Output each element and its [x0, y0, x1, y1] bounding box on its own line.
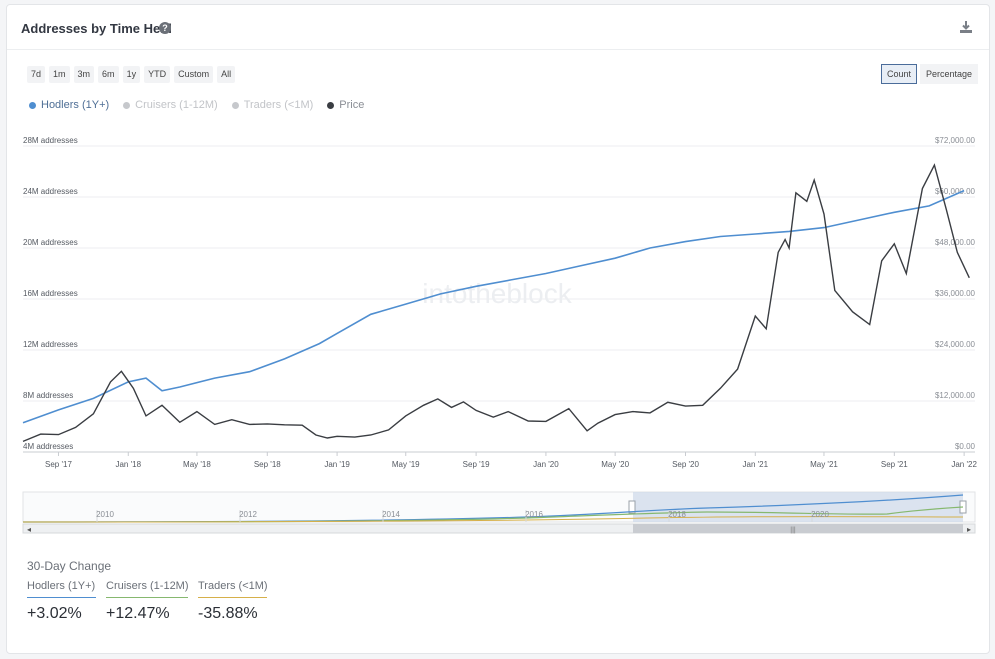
- x-tick-label: Sep '17: [45, 460, 72, 469]
- x-tick-label: Jan '22: [951, 460, 977, 469]
- legend-item-traders[interactable]: Traders (<1M): [231, 99, 314, 111]
- chart-card: Addresses by Time Held ? 7d 1m 3m 6m 1y …: [6, 4, 990, 654]
- x-tick-label: Sep '20: [672, 460, 699, 469]
- chart-legend: Hodlers (1Y+) Cruisers (1-12M) Traders (…: [29, 99, 364, 111]
- navigator-traders-line: [22, 516, 964, 523]
- scroll-right-icon[interactable]: ▸: [967, 525, 971, 534]
- change-value: +12.47%: [106, 605, 170, 622]
- navigator-scrollbar[interactable]: [22, 523, 976, 534]
- x-tick-label: Jan '20: [533, 460, 559, 469]
- navigator: 2010 2012 2014 2016 2018 2020 ◂ ▸ |||: [22, 491, 976, 534]
- navigator-left-handle[interactable]: [628, 500, 636, 514]
- x-tick-label: Sep '18: [254, 460, 281, 469]
- range-1m-button[interactable]: 1m: [49, 66, 70, 83]
- range-all-button[interactable]: All: [217, 66, 236, 83]
- download-icon[interactable]: [958, 19, 974, 35]
- x-tick-label: May '18: [183, 460, 211, 469]
- range-selector: 7d 1m 3m 6m 1y YTD Custom All: [27, 66, 236, 83]
- chart-title: Addresses by Time Held: [21, 21, 172, 36]
- navigator-tick-label: 2020: [811, 510, 829, 519]
- legend-dot-icon: [327, 101, 335, 109]
- x-tick-label: Jan '19: [324, 460, 350, 469]
- navigator-tick-label: 2014: [382, 510, 400, 519]
- header-divider: [7, 49, 989, 50]
- legend-label: Hodlers (1Y+): [41, 99, 110, 111]
- percentage-button[interactable]: Percentage: [920, 64, 979, 84]
- x-tick-label: May '20: [601, 460, 629, 469]
- count-button[interactable]: Count: [881, 64, 918, 84]
- y-right-tick-label: $24,000.00: [935, 340, 976, 349]
- range-ytd-button[interactable]: YTD: [144, 66, 171, 83]
- change-list: Hodlers (1Y+) +3.02% Cruisers (1-12M) +1…: [27, 580, 268, 623]
- x-tick-label: Jan '21: [743, 460, 769, 469]
- grid: [23, 145, 975, 453]
- range-1y-button[interactable]: 1y: [122, 66, 141, 83]
- help-icon[interactable]: ?: [159, 22, 171, 34]
- y-left-tick-label: 16M addresses: [23, 289, 78, 298]
- y-left-tick-label: 24M addresses: [23, 187, 78, 196]
- change-item-cruisers: Cruisers (1-12M) +12.47%: [106, 580, 189, 623]
- y-right-axis: $0.00$12,000.00$24,000.00$36,000.00$48,0…: [935, 136, 976, 451]
- x-tick-label: Sep '21: [881, 460, 908, 469]
- legend-dot-icon: [231, 101, 239, 109]
- legend-label: Cruisers (1-12M): [135, 99, 218, 111]
- mode-toggle: Count Percentage: [881, 64, 979, 84]
- y-right-tick-label: $36,000.00: [935, 289, 976, 298]
- legend-item-cruisers[interactable]: Cruisers (1-12M): [123, 99, 218, 111]
- change-item-hodlers: Hodlers (1Y+) +3.02%: [27, 580, 96, 623]
- y-left-tick-label: 12M addresses: [23, 340, 78, 349]
- navigator-tick-label: 2010: [96, 510, 114, 519]
- change-label: Traders (<1M): [198, 580, 268, 598]
- scrollbar-grip-icon[interactable]: |||: [790, 527, 796, 534]
- range-custom-button[interactable]: Custom: [174, 66, 214, 83]
- legend-item-price[interactable]: Price: [327, 99, 364, 111]
- y-right-tick-label: $72,000.00: [935, 136, 976, 145]
- y-right-tick-label: $0.00: [955, 442, 976, 451]
- x-tick-label: May '21: [810, 460, 838, 469]
- change-label: Hodlers (1Y+): [27, 580, 96, 598]
- x-tick-label: Sep '19: [463, 460, 490, 469]
- range-3m-button[interactable]: 3m: [73, 66, 95, 83]
- navigator-tick-label: 2018: [668, 510, 686, 519]
- y-right-tick-label: $60,000.00: [935, 187, 976, 196]
- change-value: +3.02%: [27, 605, 82, 622]
- y-left-tick-label: 28M addresses: [23, 136, 78, 145]
- change-title: 30-Day Change: [27, 559, 112, 573]
- y-left-tick-label: 4M addresses: [23, 442, 73, 451]
- legend-dot-icon: [29, 101, 36, 109]
- legend-label: Traders (<1M): [243, 99, 314, 111]
- x-tick-label: May '19: [392, 460, 420, 469]
- change-label: Cruisers (1-12M): [106, 580, 189, 598]
- y-left-tick-label: 8M addresses: [23, 391, 73, 400]
- change-value: -35.88%: [198, 605, 258, 622]
- navigator-scrollbar-thumb[interactable]: [633, 524, 963, 533]
- navigator-tick-label: 2016: [525, 510, 543, 519]
- y-right-tick-label: $12,000.00: [935, 391, 976, 400]
- y-left-axis: 4M addresses 8M addresses 12M addresses 16M…: [23, 136, 78, 451]
- y-left-tick-label: 20M addresses: [23, 238, 78, 247]
- legend-label: Price: [339, 99, 365, 111]
- x-axis: Sep '17 Jan '18 May '18 Sep '18 Jan '19 May '…: [45, 452, 977, 469]
- navigator-tick-label: 2012: [239, 510, 257, 519]
- scroll-left-icon[interactable]: ◂: [27, 525, 31, 534]
- change-item-traders: Traders (<1M) -35.88%: [198, 580, 268, 623]
- x-tick-label: Jan '18: [115, 460, 141, 469]
- range-6m-button[interactable]: 6m: [98, 66, 119, 83]
- legend-dot-icon: [123, 101, 131, 109]
- series-line-hodlers: [22, 189, 965, 424]
- navigator-ticks: 2010 2012 2014 2016 2018 2020: [96, 510, 829, 522]
- range-7d-button[interactable]: 7d: [27, 66, 46, 83]
- series-line-price: [22, 163, 970, 443]
- legend-item-hodlers[interactable]: Hodlers (1Y+): [29, 99, 109, 111]
